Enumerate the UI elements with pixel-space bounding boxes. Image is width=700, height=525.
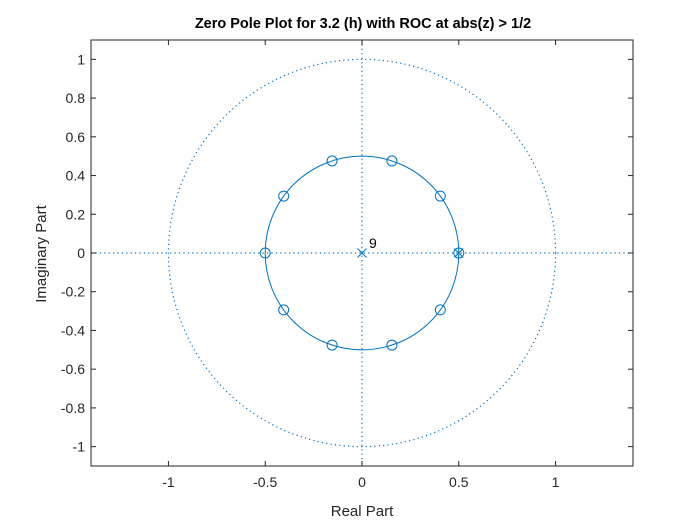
zero-marker bbox=[434, 304, 446, 316]
x-tick-label: -1 bbox=[162, 474, 175, 490]
unit-circle bbox=[167, 58, 557, 448]
y-tick-label: 1 bbox=[77, 51, 85, 67]
y-tick-label: -1 bbox=[73, 439, 86, 455]
chart-title: Zero Pole Plot for 3.2 (h) with ROC at a… bbox=[195, 16, 531, 32]
pole-cross-stroke bbox=[357, 248, 367, 258]
pole-multiplicity-label: 9 bbox=[369, 235, 377, 251]
x-tick-label: -0.5 bbox=[253, 474, 277, 490]
y-tick-label: 0.4 bbox=[66, 168, 86, 184]
y-tick-label: 0.8 bbox=[66, 90, 86, 106]
x-tick-label: 0.5 bbox=[449, 474, 469, 490]
zero-marker bbox=[326, 155, 338, 167]
zero-marker bbox=[326, 339, 338, 351]
y-tick-label: -0.6 bbox=[61, 361, 85, 377]
y-tick-label: 0.2 bbox=[66, 206, 86, 222]
y-tick-label: 0.6 bbox=[66, 129, 86, 145]
x-tick-label: 1 bbox=[552, 474, 560, 490]
zero-marker bbox=[278, 190, 290, 202]
pole-marker bbox=[453, 248, 464, 258]
zero-marker bbox=[386, 339, 398, 351]
pole-cross-stroke bbox=[453, 248, 464, 258]
zero-marker bbox=[278, 304, 290, 316]
y-tick-label: 0 bbox=[77, 245, 85, 261]
x-tick-label: 0 bbox=[358, 474, 366, 490]
y-axis-label: Imaginary Part bbox=[33, 204, 50, 302]
zero-marker bbox=[453, 247, 465, 259]
zero-marker bbox=[386, 155, 398, 167]
zero-marker bbox=[434, 190, 446, 202]
y-tick-label: -0.4 bbox=[61, 322, 85, 338]
zero-marker bbox=[259, 247, 271, 259]
y-tick-label: -0.2 bbox=[61, 284, 85, 300]
x-axis-label: Real Part bbox=[331, 503, 394, 520]
pole-marker bbox=[357, 248, 367, 258]
y-tick-label: -0.8 bbox=[61, 400, 85, 416]
